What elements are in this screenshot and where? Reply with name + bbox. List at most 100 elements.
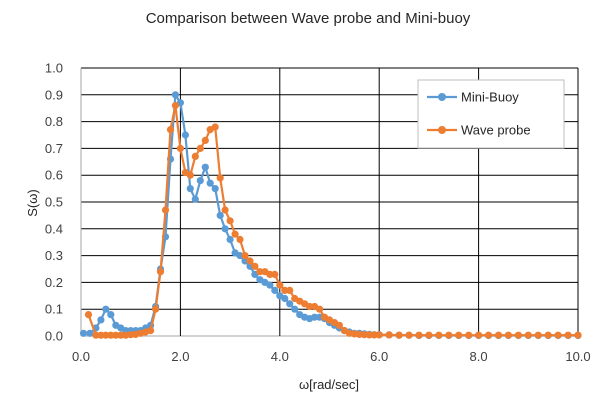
y-tick-label: 1.0 [45,61,63,76]
data-point [166,126,175,134]
data-point [405,331,413,339]
data-point [574,331,582,339]
legend: Mini-Buoy Wave probe [417,79,565,149]
data-point [196,144,204,152]
y-tick-label: 0.1 [45,302,63,317]
data-point [102,305,110,313]
data-point [435,331,443,339]
x-axis-label: ω[rad/sec] [299,377,359,392]
data-point [92,331,100,339]
y-tick-label: 0.0 [45,329,63,344]
data-point [494,331,503,339]
data-point [395,331,403,339]
y-tick-label: 0.4 [45,221,63,236]
legend-label: Mini-Buoy [461,90,519,105]
data-point [156,268,165,276]
series-layer [79,91,582,340]
data-point [226,235,234,244]
data-point [206,179,214,187]
data-point [445,331,453,339]
data-point [181,131,189,139]
data-point [266,281,274,289]
data-point [271,270,279,278]
data-point [455,331,463,339]
data-point [544,331,552,339]
data-point [306,302,314,311]
x-tick-label: 8.0 [470,349,488,364]
data-point [475,331,483,339]
y-axis-label: S(ω) [25,189,40,216]
data-point [191,152,199,160]
data-point [246,257,254,265]
data-point [231,230,239,238]
y-tick-label: 0.8 [45,114,63,129]
y-tick-label: 0.3 [45,248,63,263]
data-point [216,174,224,182]
gridlines [81,67,579,337]
data-point [171,91,179,99]
data-point [484,331,493,339]
series-wave-probe [84,101,582,339]
x-tick-label: 10.0 [565,349,590,364]
data-point [147,327,155,335]
data-point [191,195,199,203]
data-point [236,235,244,244]
data-point [286,300,294,308]
data-point [514,331,523,339]
data-point [281,294,289,303]
data-point [554,331,562,339]
y-tick-label: 0.9 [45,87,63,102]
data-point [311,313,319,321]
data-point [276,281,284,289]
data-point [86,329,94,337]
data-point [186,185,194,193]
data-point [286,286,294,294]
x-tick-label: 4.0 [271,349,289,364]
data-point [465,331,473,339]
data-point [524,331,532,339]
data-point [370,331,378,339]
data-point [504,331,512,339]
legend-marker [438,126,446,134]
data-point [112,331,120,339]
data-point [271,286,279,294]
data-point [415,331,423,339]
data-point [385,331,393,339]
data-point [375,331,383,339]
data-point [241,252,249,260]
y-tick-label: 0.5 [45,195,63,210]
legend-box [417,79,565,149]
data-point [211,185,219,193]
y-tick-label: 0.7 [45,141,63,156]
x-tick-label: 0.0 [72,349,90,364]
x-tick-label: 6.0 [370,349,388,364]
axes: 0.0 0.1 0.2 0.3 0.4 0.5 0.6 0.7 0.8 0.9 1.0 0.0 2.0 4… [45,61,591,365]
data-point [107,331,115,339]
x-tick-label: 2.0 [171,349,189,364]
data-point [564,331,572,339]
data-point [201,163,209,171]
data-point [79,329,88,337]
data-point [251,262,259,270]
data-point [171,101,179,110]
data-point [226,217,234,225]
data-point [107,311,115,319]
data-point [221,225,229,233]
data-point [241,257,249,265]
legend-label: Wave probe [461,123,531,138]
chart-title: Comparison between Wave probe and Mini-b… [146,10,471,27]
data-point [291,305,299,313]
data-point [196,177,204,185]
data-point [534,331,542,339]
y-tick-label: 0.2 [45,275,63,290]
data-point [425,331,433,339]
data-point [152,305,160,313]
data-point [211,123,219,131]
data-point [236,252,244,260]
data-point [216,211,224,219]
data-point [316,305,324,313]
legend-marker [438,93,446,101]
data-point [176,144,184,152]
data-point [221,206,229,214]
